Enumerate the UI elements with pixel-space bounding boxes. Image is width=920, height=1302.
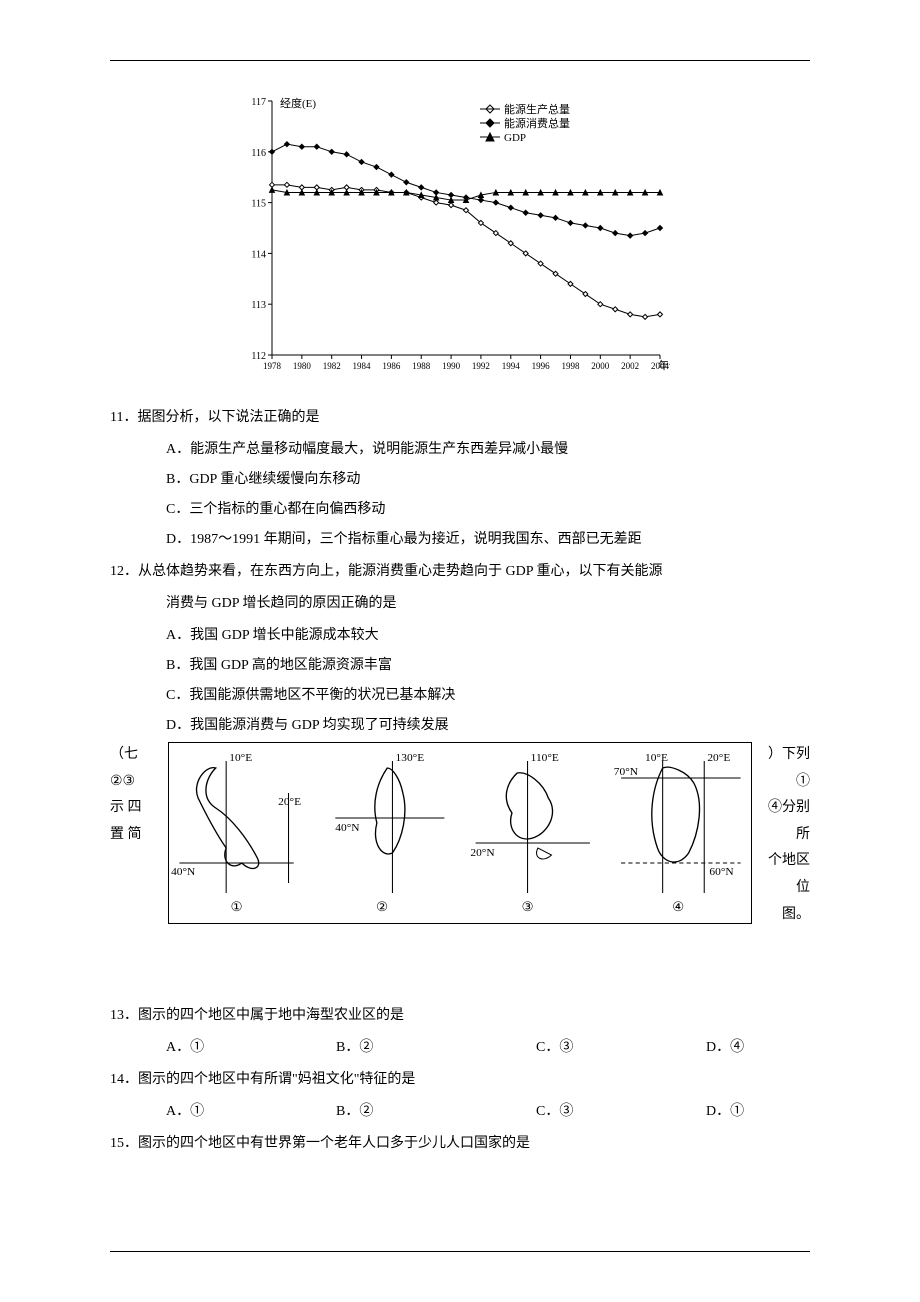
svg-text:116: 116	[251, 148, 266, 159]
q15-stem: 15．图示的四个地区中有世界第一个老年人口多于少儿人口国家的是	[110, 1130, 810, 1158]
svg-text:113: 113	[251, 300, 266, 311]
q14-choices: A．① B．② C．③ D．①	[166, 1098, 810, 1126]
q12-opt-c: C．我国能源供需地区不平衡的状况已基本解决	[166, 682, 810, 710]
svg-text:1982: 1982	[323, 361, 341, 371]
q12-num: 12．	[110, 564, 138, 579]
svg-text:130°E: 130°E	[396, 752, 425, 764]
q14-d: D．①	[706, 1098, 744, 1126]
q13-num: 13．	[110, 1008, 138, 1023]
wl3: 示 四	[110, 795, 162, 822]
svg-text:70°N: 70°N	[614, 766, 638, 778]
wl4: 置 简	[110, 822, 162, 849]
q11-text: 据图分析，以下说法正确的是	[137, 410, 319, 425]
svg-text:10°E: 10°E	[645, 752, 668, 764]
q12-opt-a: A．我国 GDP 增长中能源成本较大	[166, 622, 810, 650]
svg-text:1984: 1984	[353, 361, 372, 371]
q14-c: C．③	[536, 1098, 706, 1126]
wr3: 个地区位	[758, 848, 810, 901]
svg-text:能源消费总量: 能源消费总量	[504, 116, 570, 130]
map-figure: 10°E 40°N 20°E ① 130°E 40°N ② 110°E 20°N ③ 10°E 20°…	[168, 742, 752, 924]
svg-text:2002: 2002	[621, 361, 639, 371]
q12-l1: 从总体趋势来看，在东西方向上，能源消费重心走势趋向于 GDP 重心，以下有关能源	[138, 564, 663, 579]
svg-text:20°E: 20°E	[278, 796, 301, 808]
q15-text: 图示的四个地区中有世界第一个老年人口多于少儿人口国家的是	[138, 1136, 530, 1151]
q12-opt-d: D．我国能源消费与 GDP 均实现了可持续发展	[166, 712, 810, 740]
svg-text:①: ①	[230, 899, 242, 914]
q14-text: 图示的四个地区中有所谓"妈祖文化"特征的是	[138, 1072, 415, 1087]
header-rule	[110, 60, 810, 61]
svg-text:2000: 2000	[591, 361, 610, 371]
q14-num: 14．	[110, 1072, 138, 1087]
svg-text:1988: 1988	[412, 361, 431, 371]
q11-opt-d: D．1987～1991 年期间，三个指标重心最为接近，说明我国东、西部已无差距	[166, 526, 810, 554]
svg-text:1986: 1986	[382, 361, 401, 371]
svg-text:1978: 1978	[263, 361, 282, 371]
q12-opt-b: B．我国 GDP 高的地区能源资源丰富	[166, 652, 810, 680]
svg-text:110°E: 110°E	[531, 752, 559, 764]
map-svg: 10°E 40°N 20°E ① 130°E 40°N ② 110°E 20°N ③ 10°E 20°…	[169, 743, 751, 923]
svg-text:年份: 年份	[658, 358, 670, 372]
svg-text:115: 115	[251, 199, 266, 210]
svg-text:③: ③	[521, 899, 533, 914]
q14-a: A．①	[166, 1098, 336, 1126]
svg-text:经度(E): 经度(E)	[280, 96, 316, 110]
svg-text:1994: 1994	[502, 361, 521, 371]
svg-text:20°N: 20°N	[470, 847, 494, 859]
q14-stem: 14．图示的四个地区中有所谓"妈祖文化"特征的是	[110, 1066, 810, 1094]
line-chart: 1121131141151161171978198019821984198619…	[230, 91, 810, 386]
wl1: （七	[110, 742, 162, 769]
exam-page: 1121131141151161171978198019821984198619…	[0, 0, 920, 1302]
svg-text:60°N: 60°N	[709, 866, 733, 878]
svg-text:②: ②	[376, 899, 388, 914]
q13-a: A．①	[166, 1034, 336, 1062]
spacer	[110, 928, 810, 998]
svg-text:117: 117	[251, 97, 266, 108]
wl2: ②③	[110, 769, 162, 796]
chart-svg: 1121131141151161171978198019821984198619…	[230, 91, 670, 381]
q13-d: D．④	[706, 1034, 744, 1062]
svg-text:40°N: 40°N	[171, 866, 195, 878]
q14-b: B．②	[336, 1098, 536, 1126]
q13-b: B．②	[336, 1034, 536, 1062]
q13-c: C．③	[536, 1034, 706, 1062]
q13-choices: A．① B．② C．③ D．④	[166, 1034, 810, 1062]
q13-stem: 13．图示的四个地区中属于地中海型农业区的是	[110, 1002, 810, 1030]
svg-text:GDP: GDP	[504, 132, 526, 144]
svg-text:1980: 1980	[293, 361, 312, 371]
q11-stem: 11．据图分析，以下说法正确的是	[110, 404, 810, 432]
svg-text:④: ④	[672, 899, 684, 914]
wr2: ④分别所	[758, 795, 810, 848]
map-intro-row: （七 ②③ 示 四 置 简 10°E 40°N 20°E ① 130°E 40°N ② 110…	[110, 742, 810, 928]
svg-text:1992: 1992	[472, 361, 490, 371]
wr4: 图。	[758, 902, 810, 929]
wrap-left: （七 ②③ 示 四 置 简	[110, 742, 162, 848]
q12-stem: 12．从总体趋势来看，在东西方向上，能源消费重心走势趋向于 GDP 重心，以下有…	[110, 558, 810, 586]
wr1: ）下列①	[758, 742, 810, 795]
svg-text:1990: 1990	[442, 361, 461, 371]
q11-opt-b: B．GDP 重心继续缓慢向东移动	[166, 466, 810, 494]
svg-text:1996: 1996	[532, 361, 551, 371]
svg-text:114: 114	[251, 249, 266, 260]
svg-text:20°E: 20°E	[707, 752, 730, 764]
svg-text:10°E: 10°E	[229, 752, 252, 764]
q11-opt-c: C．三个指标的重心都在向偏西移动	[166, 496, 810, 524]
q12-stem2: 消费与 GDP 增长趋同的原因正确的是	[166, 590, 810, 618]
svg-text:1998: 1998	[561, 361, 580, 371]
wrap-right: ）下列① ④分别所 个地区位 图。	[758, 742, 810, 928]
q11-opt-a: A．能源生产总量移动幅度最大，说明能源生产东西差异减小最慢	[166, 436, 810, 464]
q15-num: 15．	[110, 1136, 138, 1151]
q13-text: 图示的四个地区中属于地中海型农业区的是	[138, 1008, 404, 1023]
svg-text:能源生产总量: 能源生产总量	[504, 102, 570, 116]
svg-text:40°N: 40°N	[335, 822, 359, 834]
q11-num: 11．	[110, 410, 137, 425]
footer-rule	[110, 1251, 810, 1252]
